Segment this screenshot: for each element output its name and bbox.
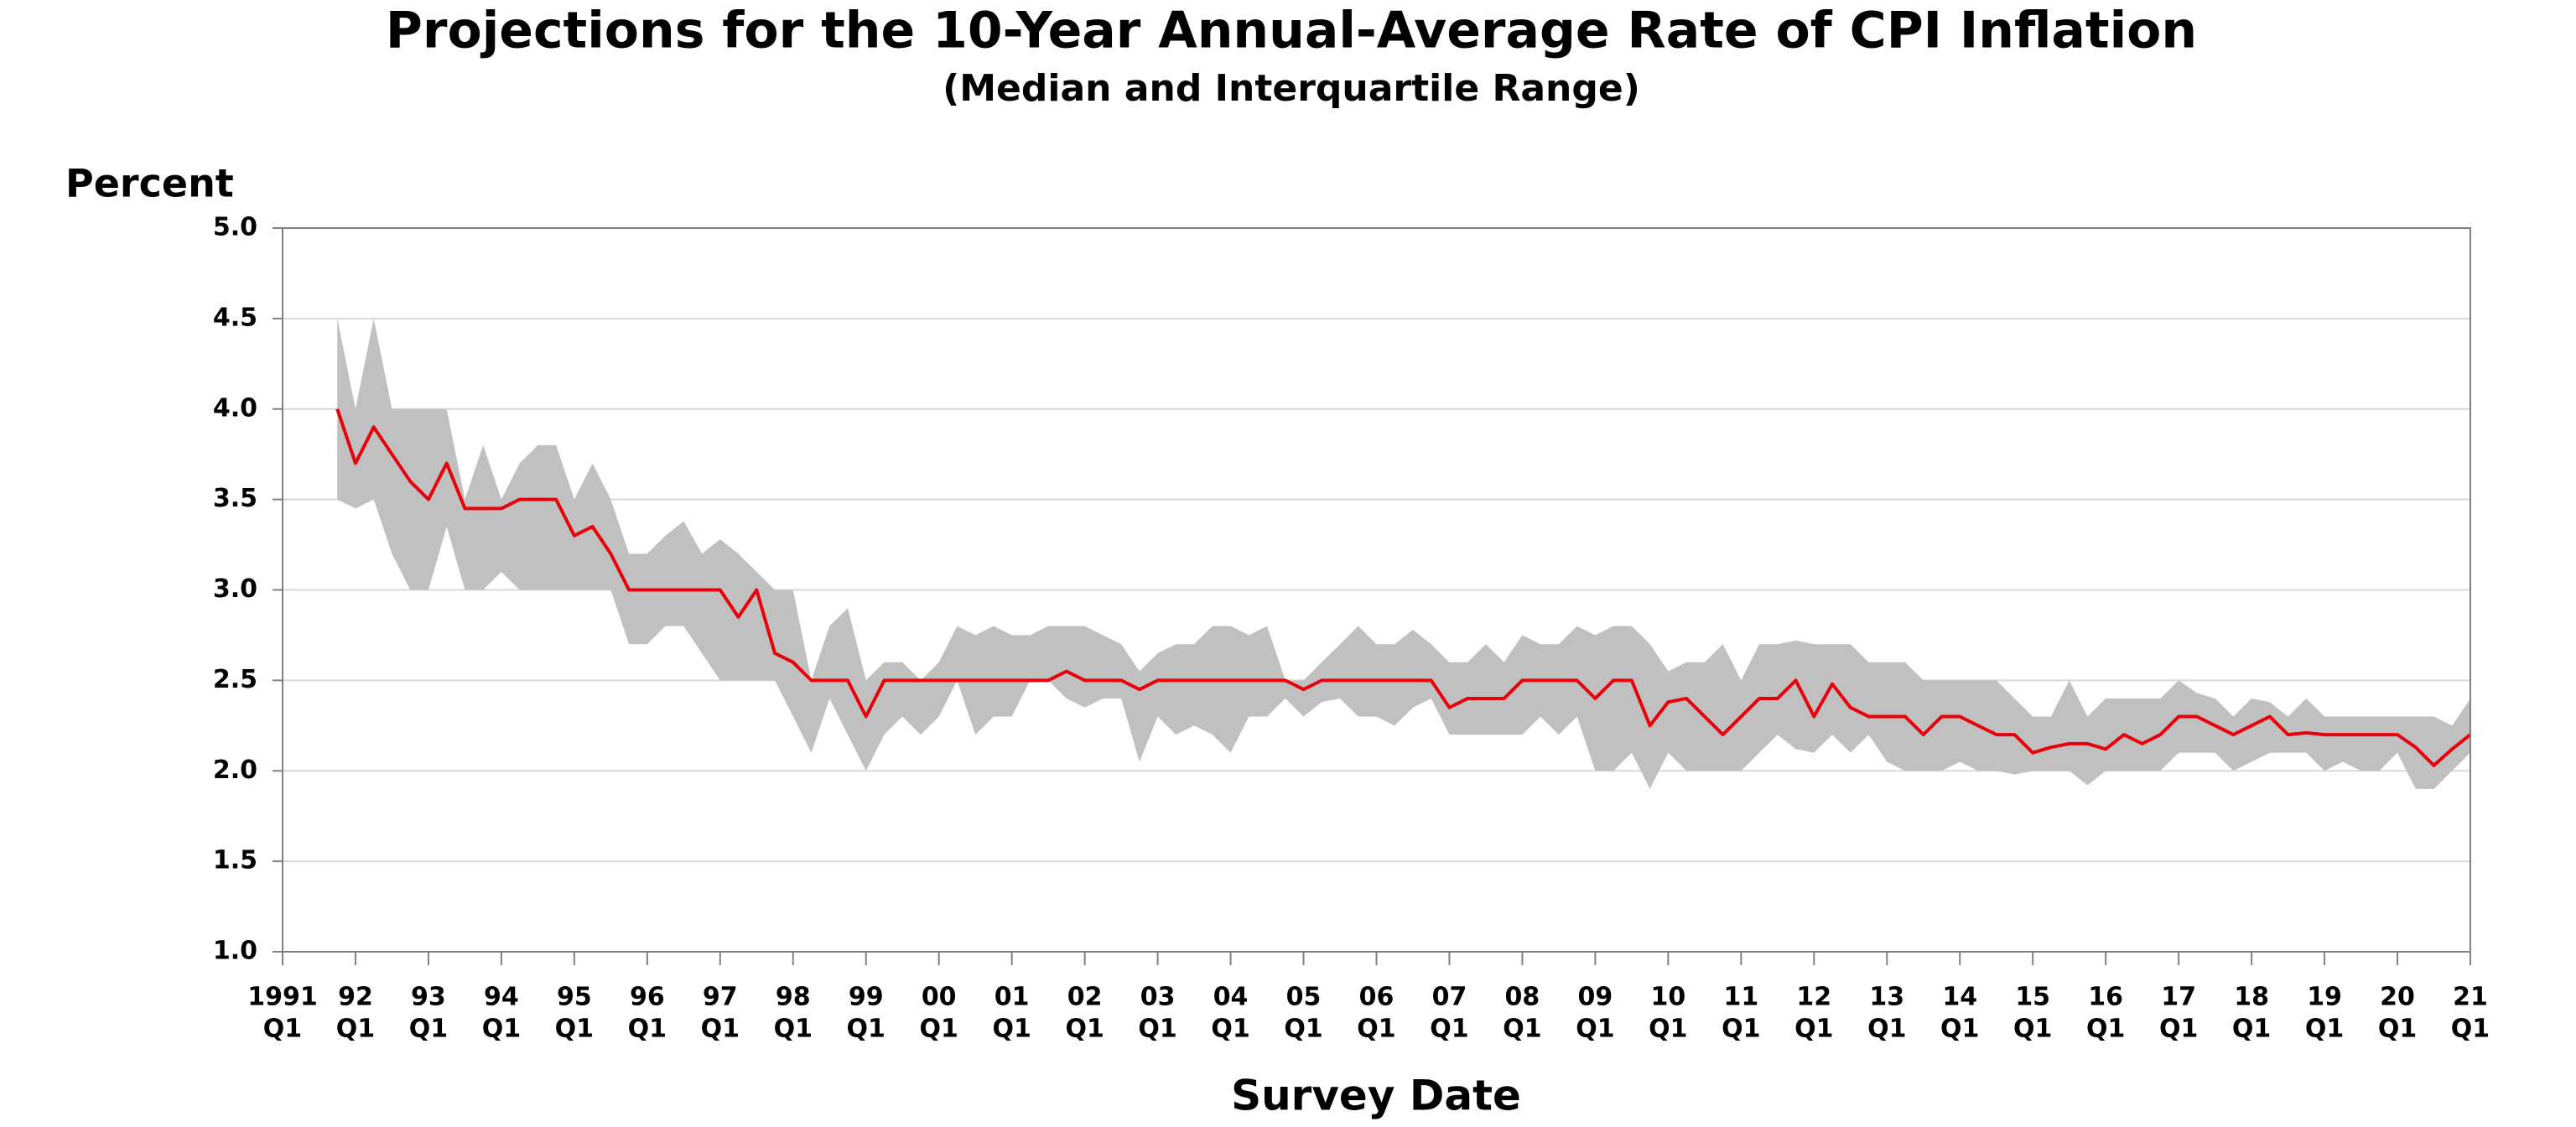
x-tick-label: 12 — [1796, 983, 1831, 1012]
x-tick-label: 96 — [630, 983, 665, 1012]
x-axis-label: Survey Date — [1231, 1072, 1521, 1120]
x-tick-label: 06 — [1359, 983, 1394, 1012]
y-tick-label: 4.5 — [213, 303, 257, 332]
x-tick-label: Q1 — [1430, 1015, 1468, 1044]
x-tick-label: 00 — [922, 983, 957, 1012]
x-tick-label: 95 — [557, 983, 592, 1012]
x-tick-label: Q1 — [263, 1015, 302, 1044]
x-tick-label: Q1 — [1138, 1015, 1176, 1044]
y-tick-label: 1.0 — [213, 937, 257, 966]
x-tick-label: Q1 — [2232, 1015, 2271, 1044]
x-tick-label: Q1 — [2451, 1015, 2490, 1044]
y-tick-label: 3.0 — [213, 574, 257, 604]
x-tick-label: Q1 — [774, 1015, 813, 1044]
x-tick-label: 13 — [1869, 983, 1904, 1012]
x-tick-label: 1991 — [247, 983, 318, 1012]
x-tick-label: 20 — [2380, 983, 2415, 1012]
y-tick-label: 3.5 — [213, 484, 257, 513]
x-tick-label: Q1 — [992, 1015, 1031, 1044]
y-tick-label: 4.0 — [213, 393, 257, 423]
x-tick-label: 92 — [338, 983, 373, 1012]
x-tick-label: 94 — [484, 983, 519, 1012]
x-tick-label: Q1 — [1284, 1015, 1322, 1044]
x-tick-label: Q1 — [1867, 1015, 1906, 1044]
x-tick-label: Q1 — [409, 1015, 448, 1044]
x-tick-label: Q1 — [1940, 1015, 1979, 1044]
x-tick-label: 03 — [1140, 983, 1176, 1012]
x-tick-label: 17 — [2161, 983, 2196, 1012]
x-tick-label: Q1 — [1211, 1015, 1249, 1044]
x-tick-label: 04 — [1213, 983, 1249, 1012]
x-tick-label: Q1 — [701, 1015, 740, 1044]
x-tick-label: Q1 — [847, 1015, 886, 1044]
x-tick-label: 19 — [2307, 983, 2342, 1012]
x-tick-label: 18 — [2234, 983, 2269, 1012]
x-tick-label: 21 — [2453, 983, 2488, 1012]
x-tick-label: Q1 — [2013, 1015, 2052, 1044]
x-tick-label: 05 — [1286, 983, 1322, 1012]
x-tick-label: Q1 — [336, 1015, 375, 1044]
x-tick-label: 16 — [2088, 983, 2123, 1012]
x-tick-label: Q1 — [1722, 1015, 1760, 1044]
chart-title: Projections for the 10-Year Annual-Avera… — [386, 2, 2197, 60]
y-tick-label: 1.5 — [213, 846, 257, 875]
x-tick-label: 15 — [2015, 983, 2050, 1012]
x-tick-label: Q1 — [2378, 1015, 2417, 1044]
x-tick-label: Q1 — [1794, 1015, 1833, 1044]
x-tick-label: 14 — [1942, 983, 1977, 1012]
x-tick-label: 93 — [411, 983, 446, 1012]
x-tick-label: Q1 — [2159, 1015, 2198, 1044]
x-tick-label: Q1 — [1065, 1015, 1104, 1044]
x-tick-label: 98 — [776, 983, 811, 1012]
x-tick-label: 02 — [1067, 983, 1103, 1012]
x-tick-label: 08 — [1505, 983, 1540, 1012]
x-tick-label: Q1 — [482, 1015, 521, 1044]
x-tick-label: Q1 — [1649, 1015, 1687, 1044]
y-tick-label: 2.5 — [213, 665, 257, 694]
y-axis-label: Percent — [65, 161, 234, 206]
x-tick-label: 07 — [1432, 983, 1467, 1012]
y-tick-label: 5.0 — [213, 213, 257, 242]
median-line — [335, 408, 2472, 767]
x-tick-label: Q1 — [628, 1015, 667, 1044]
x-tick-label: Q1 — [1357, 1015, 1395, 1044]
x-tick-label: Q1 — [920, 1015, 958, 1044]
x-tick-label: 09 — [1578, 983, 1613, 1012]
y-tick-label: 2.0 — [213, 756, 257, 785]
x-tick-label: Q1 — [555, 1015, 594, 1044]
x-tick-label: Q1 — [2086, 1015, 2125, 1044]
x-tick-label: 01 — [995, 983, 1030, 1012]
x-tick-label: Q1 — [2305, 1015, 2344, 1044]
x-tick-label: Q1 — [1503, 1015, 1541, 1044]
interquartile-band — [337, 318, 2470, 789]
x-tick-label: 99 — [849, 983, 884, 1012]
chart-subtitle: (Median and Interquartile Range) — [943, 67, 1640, 110]
x-tick-label: 97 — [703, 983, 738, 1012]
x-tick-label: Q1 — [1576, 1015, 1614, 1044]
x-tick-label: 11 — [1723, 983, 1758, 1012]
x-tick-label: 10 — [1650, 983, 1685, 1012]
